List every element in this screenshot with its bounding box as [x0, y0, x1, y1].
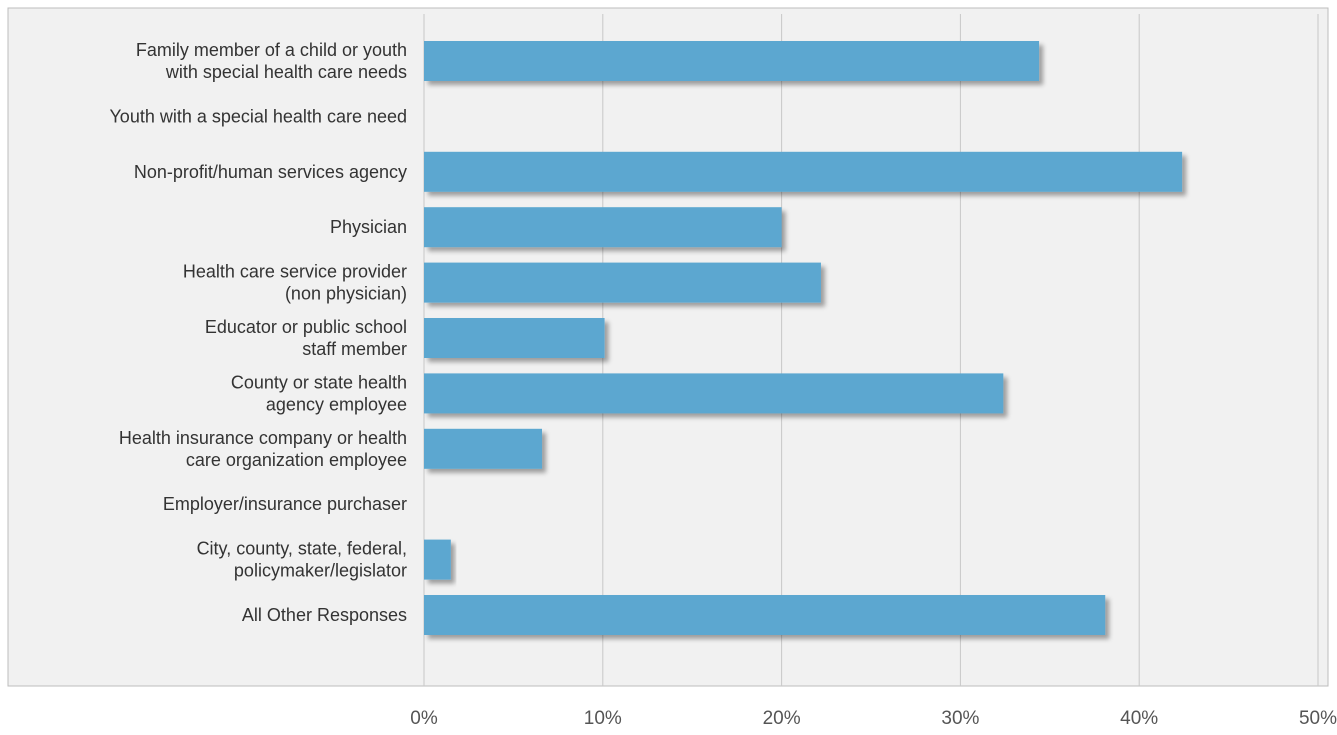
- category-label: with special health care needs: [165, 62, 407, 82]
- category-label: Physician: [330, 217, 407, 237]
- bars: [424, 41, 1183, 635]
- category-label: policymaker/legislator: [234, 561, 407, 581]
- bar: [424, 262, 821, 303]
- x-tick-label: 10%: [584, 708, 622, 729]
- category-label: Non-profit/human services agency: [134, 162, 407, 182]
- category-label: Health insurance company or health: [119, 428, 407, 448]
- category-label: Health care service provider: [183, 262, 407, 282]
- bar: [424, 373, 1004, 414]
- x-tick-label: 30%: [941, 708, 979, 729]
- category-label: County or state health: [231, 372, 407, 392]
- plot-background: [7, 7, 1329, 687]
- category-label: staff member: [302, 339, 407, 359]
- bar: [424, 595, 1106, 635]
- category-label: agency employee: [266, 394, 407, 414]
- category-label: care organization employee: [186, 450, 407, 470]
- bar: [424, 539, 451, 580]
- x-tick-label: 20%: [763, 708, 801, 729]
- bar: [424, 318, 605, 358]
- bar: [424, 207, 782, 248]
- category-label: All Other Responses: [242, 605, 407, 625]
- bar: [424, 428, 543, 469]
- category-label: (non physician): [285, 284, 407, 304]
- x-axis-tick-labels: 0% 10% 20% 30% 40% 50%: [410, 708, 1337, 729]
- x-tick-label: 50%: [1299, 708, 1337, 729]
- x-tick-label: 40%: [1120, 708, 1158, 729]
- category-label: Family member of a child or youth: [136, 40, 407, 60]
- category-label: Youth with a special health care need: [109, 106, 407, 126]
- category-label: Employer/insurance purchaser: [163, 494, 407, 514]
- category-label: Educator or public school: [205, 317, 407, 337]
- category-label: City, county, state, federal,: [197, 539, 407, 559]
- bar: [424, 41, 1040, 81]
- bar: [424, 151, 1183, 192]
- x-tick-label: 0%: [410, 708, 438, 729]
